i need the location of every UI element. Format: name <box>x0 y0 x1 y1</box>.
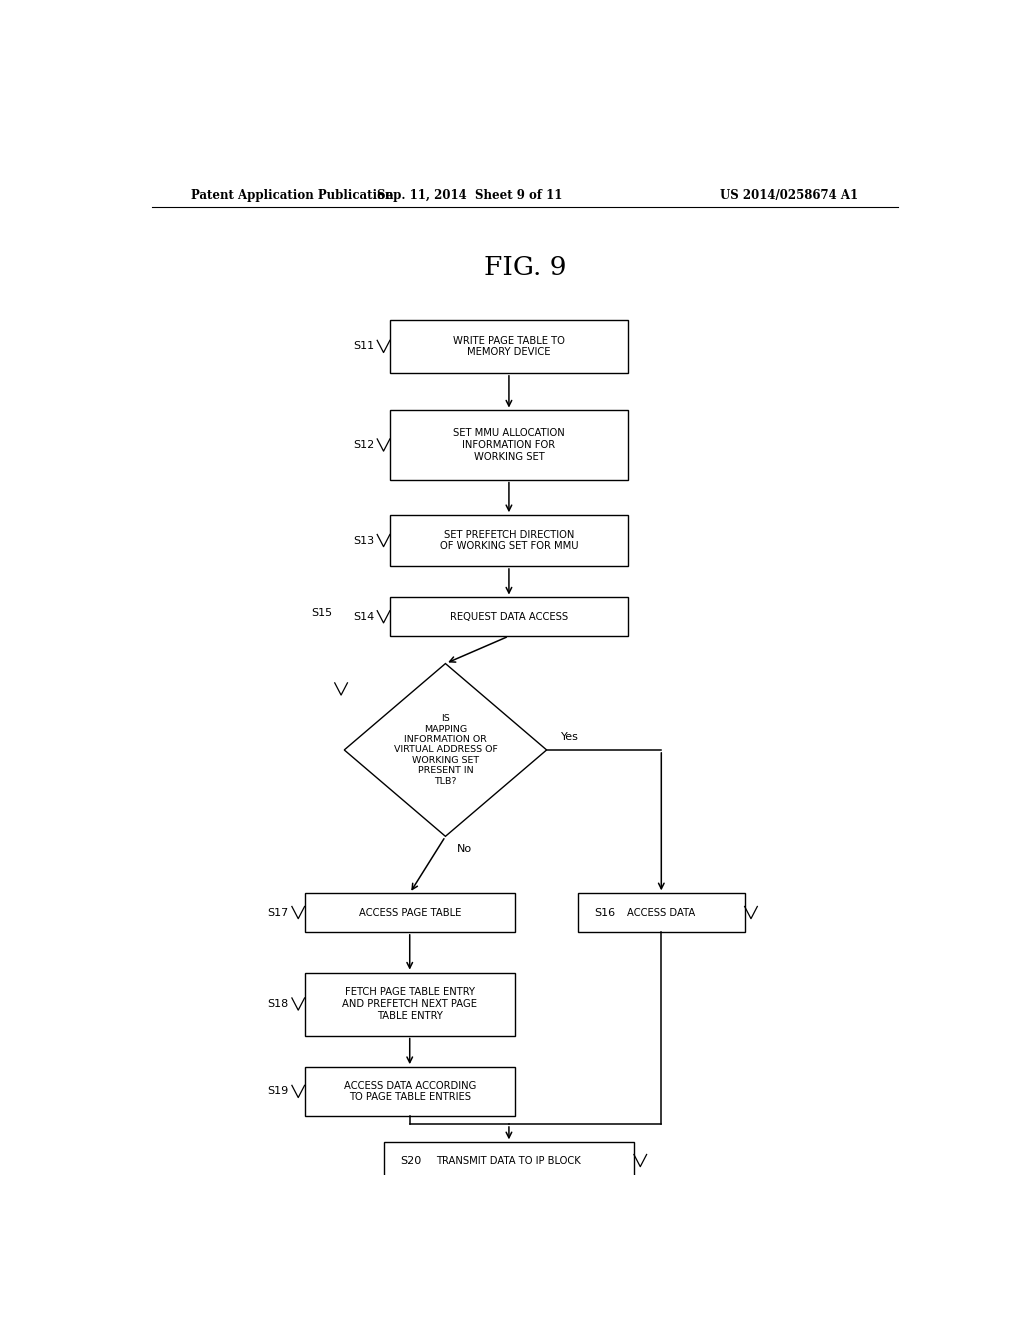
Text: ACCESS DATA: ACCESS DATA <box>627 908 695 917</box>
Text: S12: S12 <box>352 440 374 450</box>
FancyBboxPatch shape <box>390 319 628 372</box>
Text: Sep. 11, 2014  Sheet 9 of 11: Sep. 11, 2014 Sheet 9 of 11 <box>377 189 562 202</box>
Text: S16: S16 <box>594 908 615 917</box>
Text: SET MMU ALLOCATION
INFORMATION FOR
WORKING SET: SET MMU ALLOCATION INFORMATION FOR WORKI… <box>453 429 565 462</box>
FancyBboxPatch shape <box>304 1067 515 1115</box>
Text: S19: S19 <box>267 1086 289 1097</box>
FancyBboxPatch shape <box>578 894 744 932</box>
Text: S11: S11 <box>353 342 374 351</box>
Text: REQUEST DATA ACCESS: REQUEST DATA ACCESS <box>450 611 568 622</box>
FancyBboxPatch shape <box>304 894 515 932</box>
Text: FETCH PAGE TABLE ENTRY
AND PREFETCH NEXT PAGE
TABLE ENTRY: FETCH PAGE TABLE ENTRY AND PREFETCH NEXT… <box>342 987 477 1020</box>
Text: SET PREFETCH DIRECTION
OF WORKING SET FOR MMU: SET PREFETCH DIRECTION OF WORKING SET FO… <box>439 529 579 552</box>
Text: TRANSMIT DATA TO IP BLOCK: TRANSMIT DATA TO IP BLOCK <box>436 1155 582 1166</box>
Text: ACCESS PAGE TABLE: ACCESS PAGE TABLE <box>358 908 461 917</box>
Polygon shape <box>344 664 547 837</box>
Text: IS
MAPPING
INFORMATION OR
VIRTUAL ADDRESS OF
WORKING SET
PRESENT IN
TLB?: IS MAPPING INFORMATION OR VIRTUAL ADDRES… <box>393 714 498 785</box>
Text: WRITE PAGE TABLE TO
MEMORY DEVICE: WRITE PAGE TABLE TO MEMORY DEVICE <box>453 335 565 358</box>
Text: S13: S13 <box>353 536 374 545</box>
FancyBboxPatch shape <box>390 515 628 566</box>
Text: S18: S18 <box>267 999 289 1008</box>
FancyBboxPatch shape <box>390 411 628 479</box>
Text: ACCESS DATA ACCORDING
TO PAGE TABLE ENTRIES: ACCESS DATA ACCORDING TO PAGE TABLE ENTR… <box>343 1081 476 1102</box>
Text: No: No <box>458 845 472 854</box>
Text: S15: S15 <box>311 607 333 618</box>
Text: Yes: Yes <box>561 731 579 742</box>
Text: S20: S20 <box>399 1155 421 1166</box>
Text: S14: S14 <box>352 611 374 622</box>
Text: US 2014/0258674 A1: US 2014/0258674 A1 <box>720 189 858 202</box>
FancyBboxPatch shape <box>384 1142 634 1179</box>
FancyBboxPatch shape <box>304 973 515 1036</box>
Text: FIG. 9: FIG. 9 <box>483 255 566 280</box>
Text: Patent Application Publication: Patent Application Publication <box>191 189 394 202</box>
Text: S17: S17 <box>267 908 289 917</box>
FancyBboxPatch shape <box>390 598 628 636</box>
